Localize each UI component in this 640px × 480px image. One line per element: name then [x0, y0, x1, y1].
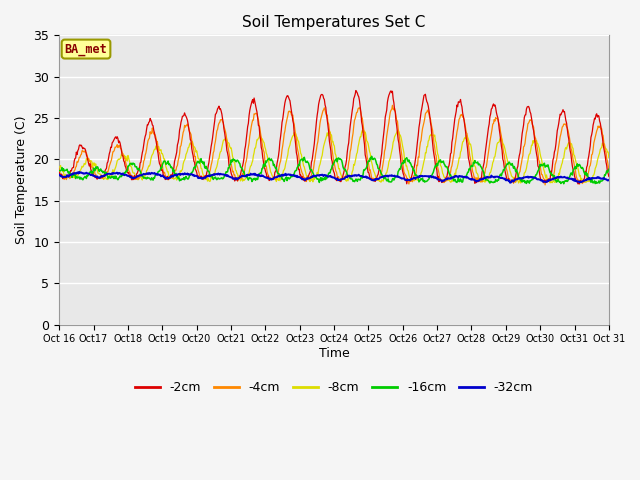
Y-axis label: Soil Temperature (C): Soil Temperature (C)	[15, 116, 28, 244]
Title: Soil Temperatures Set C: Soil Temperatures Set C	[243, 15, 426, 30]
Text: BA_met: BA_met	[65, 43, 108, 56]
Legend: -2cm, -4cm, -8cm, -16cm, -32cm: -2cm, -4cm, -8cm, -16cm, -32cm	[130, 376, 538, 399]
X-axis label: Time: Time	[319, 347, 349, 360]
